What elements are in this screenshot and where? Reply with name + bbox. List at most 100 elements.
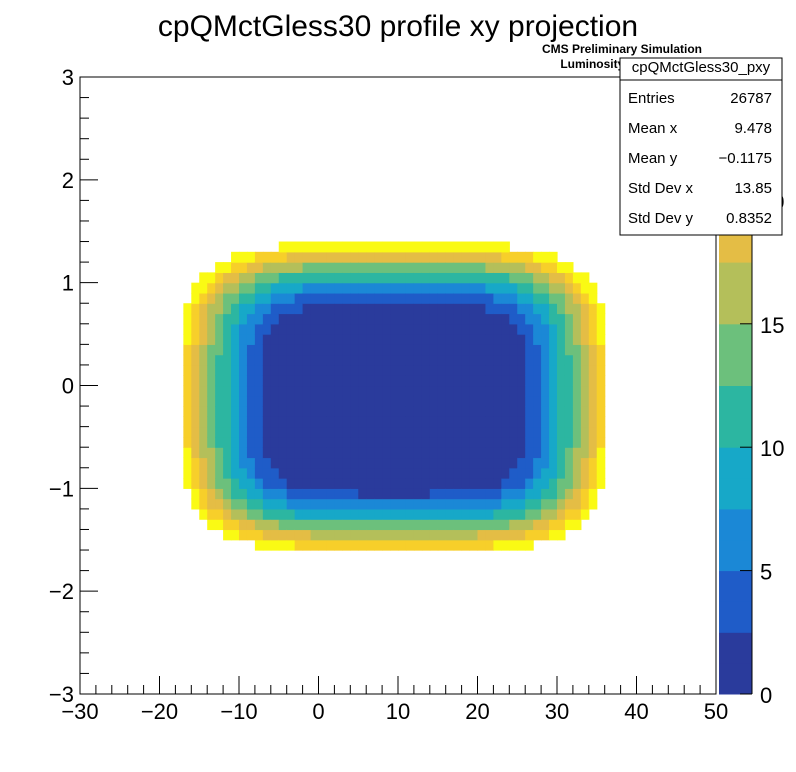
heatmap-cell <box>334 323 343 335</box>
heatmap-cell <box>334 334 343 345</box>
heatmap-cell <box>461 364 471 376</box>
heatmap-cell <box>413 323 423 335</box>
heatmap-cell <box>342 478 351 489</box>
heatmap-cell <box>564 385 574 397</box>
heatmap-cell <box>525 488 534 500</box>
heatmap-cell <box>572 385 582 397</box>
heatmap-cell <box>286 539 296 551</box>
heatmap-cell <box>405 251 415 263</box>
heatmap-cell <box>342 241 351 253</box>
heatmap-cell <box>246 406 256 417</box>
heatmap-cell <box>239 354 248 366</box>
heatmap-cell <box>421 262 431 273</box>
heatmap-cell <box>485 385 494 397</box>
color-scale-band <box>719 447 752 479</box>
heatmap-cell <box>429 508 439 520</box>
heatmap-cell <box>223 323 232 335</box>
heatmap-cell <box>541 416 550 428</box>
heatmap-cell <box>374 539 383 551</box>
heatmap-cell <box>390 519 399 531</box>
heatmap-cell <box>278 478 288 489</box>
heatmap-cell <box>270 467 280 479</box>
heatmap-cell <box>278 395 288 407</box>
heatmap-cell <box>246 498 256 510</box>
heatmap-cell <box>215 508 224 520</box>
heatmap-cell <box>318 313 328 325</box>
heatmap-cell <box>239 303 248 315</box>
heatmap-cell <box>469 529 479 541</box>
heatmap-cell <box>310 406 320 417</box>
heatmap-cell <box>525 508 534 520</box>
heatmap-cell <box>421 395 431 407</box>
heatmap-cell <box>191 467 200 479</box>
heatmap-cell <box>294 478 304 489</box>
heatmap-cell <box>596 354 606 366</box>
heatmap-cell <box>286 292 296 304</box>
heatmap-cell <box>413 539 423 551</box>
heatmap-cell <box>231 262 240 273</box>
heatmap-cell <box>437 426 447 438</box>
heatmap-cell <box>350 344 359 356</box>
heatmap-cell <box>294 488 304 500</box>
heatmap-cell <box>405 354 415 366</box>
heatmap-cell <box>398 447 407 459</box>
heatmap-cell <box>246 272 256 284</box>
heatmap-cell <box>525 436 534 448</box>
heatmap-cell <box>413 529 423 541</box>
heatmap-cell <box>517 303 526 315</box>
chart-title: cpQMctGless30 profile xy projection <box>158 10 638 43</box>
heatmap-cell <box>461 519 471 531</box>
heatmap-cell <box>199 406 208 417</box>
heatmap-cell <box>453 467 463 479</box>
heatmap-cell <box>493 508 502 520</box>
heatmap-cell <box>437 262 447 273</box>
heatmap-cell <box>413 395 423 407</box>
heatmap-cell <box>270 344 280 356</box>
heatmap-cell <box>541 467 550 479</box>
heatmap-cell <box>517 426 526 438</box>
heatmap-cell <box>183 416 192 428</box>
heatmap-cell <box>525 426 534 438</box>
heatmap-cell <box>549 395 558 407</box>
heatmap-cell <box>246 334 256 345</box>
heatmap-cell <box>215 385 224 397</box>
heatmap-cell <box>294 498 304 510</box>
heatmap-cell <box>294 262 304 273</box>
heatmap-cell <box>246 303 256 315</box>
heatmap-cell <box>318 395 328 407</box>
heatmap-cell <box>239 498 248 510</box>
heatmap-cell <box>183 467 192 479</box>
heatmap-cell <box>191 375 200 387</box>
heatmap-cell <box>223 436 232 448</box>
heatmap-cell <box>310 282 320 294</box>
heatmap-cell <box>207 334 216 345</box>
heatmap-cell <box>541 498 550 510</box>
heatmap-cell <box>453 436 463 448</box>
heatmap-cell <box>239 334 248 345</box>
heatmap-cell <box>262 262 272 273</box>
heatmap-cell <box>270 282 280 294</box>
heatmap-cell <box>485 272 494 284</box>
heatmap-cell <box>517 447 526 459</box>
heatmap-cell <box>294 447 304 459</box>
heatmap-cell <box>278 498 288 510</box>
heatmap-cell <box>429 375 439 387</box>
heatmap-cell <box>517 282 526 294</box>
heatmap-cell <box>207 364 216 376</box>
heatmap-cell <box>557 519 566 531</box>
heatmap-cell <box>437 478 447 489</box>
color-scale-band <box>719 570 752 602</box>
heatmap-cell <box>493 241 502 253</box>
heatmap-cell <box>421 406 431 417</box>
heatmap-cell <box>183 375 192 387</box>
heatmap-cell <box>429 334 439 345</box>
heatmap-cell <box>580 282 590 294</box>
heatmap-cell <box>564 508 574 520</box>
heatmap-cell <box>254 416 264 428</box>
heatmap-cell <box>493 498 502 510</box>
heatmap-cell <box>557 282 566 294</box>
heatmap-cell <box>278 529 288 541</box>
heatmap-cell <box>302 416 312 428</box>
color-scale-band <box>719 231 752 263</box>
heatmap-cell <box>310 488 320 500</box>
